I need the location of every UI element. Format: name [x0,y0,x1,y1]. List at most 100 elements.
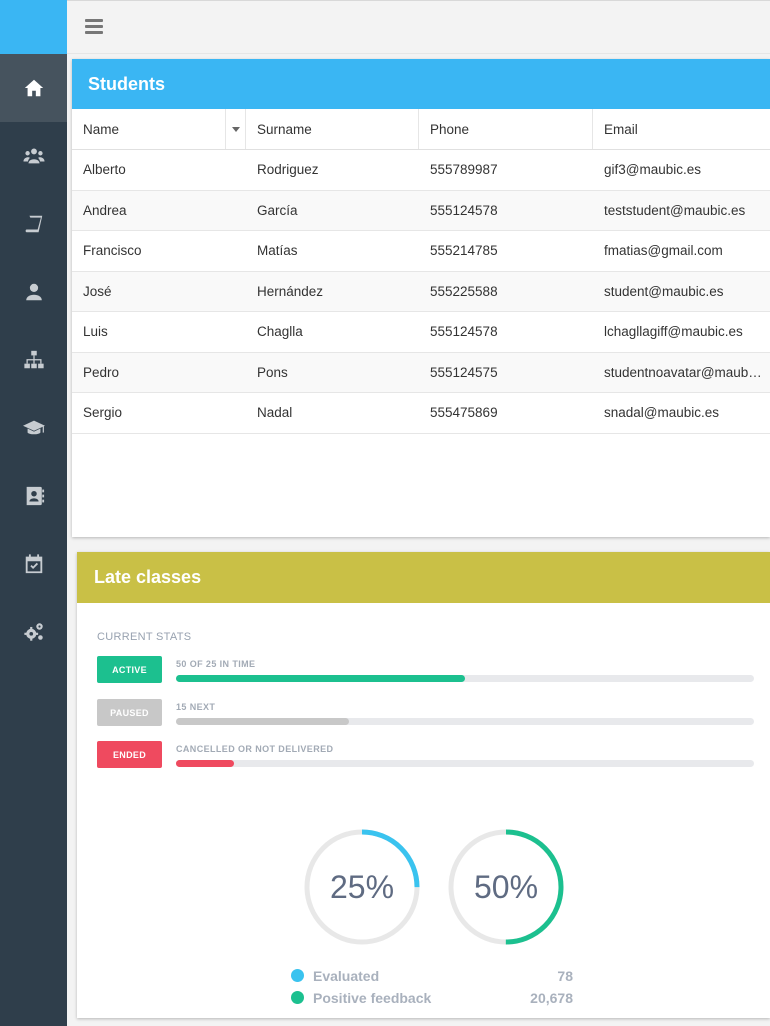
legend-value: 20,678 [530,990,573,1006]
cell-email: gif3@maubic.es [604,162,701,177]
sidebar [0,0,67,1026]
sidebar-item-profile[interactable] [0,258,67,326]
students-panel: Students Name Surname Phone Email Albert… [72,59,770,537]
legend-label: Positive feedback [313,990,432,1006]
donut-evaluated: 25% [303,828,421,946]
menu-toggle-icon[interactable] [85,19,103,35]
column-header-surname[interactable]: Surname [246,109,419,149]
cell-surname: García [257,202,298,218]
donut-positive-chart [448,829,564,945]
calendar-check-icon [25,554,42,574]
table-row[interactable]: Luis Chaglla 555124578 lchagllagiff@maubic.… [72,312,770,353]
sidebar-item-graduation[interactable] [0,394,67,462]
cell-surname: Hernández [257,283,324,299]
progress-bar-active [176,675,754,682]
graduation-cap-icon [22,420,45,435]
donut-evaluated-label: 25% [329,868,395,905]
column-header-label: Name [83,121,120,137]
column-header-label: Email [604,121,638,137]
cell-name: Francisco [83,243,142,259]
stat-row-paused: PAUSED 15 NEXT [97,699,754,727]
home-icon [24,79,43,97]
students-panel-title: Students [88,73,166,94]
cell-name: Sergio [83,405,123,421]
cell-email: student@maubic.es [604,283,724,299]
cell-phone: 555789987 [430,162,498,178]
status-badge-active[interactable]: ACTIVE [97,656,162,683]
cell-name: Luis [83,324,108,340]
sidebar-item-schedule[interactable] [0,530,67,598]
progress-fill-active [176,675,465,682]
table-row[interactable]: José Hernández 555225588 student@maubic.es [72,271,770,312]
stat-text-active: 50 OF 25 IN TIME [176,659,256,669]
legend-label: Evaluated [313,968,380,984]
cell-surname: Pons [257,364,288,380]
legend-dot-icon [291,991,304,1004]
cell-surname: Nadal [257,405,293,421]
late-classes-panel: Late classes CURRENT STATS ACTIVE 50 OF … [77,552,770,1018]
status-badge-paused[interactable]: PAUSED [97,699,162,726]
progress-fill-paused [176,718,350,725]
progress-bar-ended [176,760,754,767]
sidebar-item-contacts[interactable] [0,462,67,530]
sort-dropdown-icon[interactable] [225,109,245,149]
book-icon [25,215,42,233]
students-table-header: Name Surname Phone Email [72,109,770,150]
late-classes-title: Late classes [94,567,202,587]
cell-phone: 555124578 [430,202,498,218]
progress-fill-ended [176,760,234,767]
students-table: Name Surname Phone Email Alberto Rodrigue… [72,109,770,434]
stat-text-ended: CANCELLED OR NOT DELIVERED [176,744,334,754]
table-row[interactable]: Sergio Nadal 555475869 snadal@maubic.es [72,393,770,434]
column-header-email[interactable]: Email [593,109,770,149]
sidebar-brand-area [0,0,67,54]
sidebar-item-home[interactable] [0,54,67,122]
column-header-phone[interactable]: Phone [419,109,593,149]
column-header-label: Phone [430,121,470,137]
table-row[interactable]: Francisco Matías 555214785 fmatias@gmail.co… [72,231,770,272]
cell-phone: 555225588 [430,283,498,299]
table-row[interactable]: Alberto Rodriguez 555789987 gif3@maubic.es [72,150,770,191]
user-icon [25,283,42,301]
sidebar-item-structure[interactable] [0,326,67,394]
stat-row-active: ACTIVE 50 OF 25 IN TIME [97,656,754,684]
legend-value: 78 [557,968,573,984]
cell-name: José [83,283,112,299]
progress-bar-paused [176,718,754,725]
cell-email: snadal@maubic.es [604,405,720,420]
sidebar-item-settings[interactable] [0,598,67,666]
cell-phone: 555475869 [430,405,498,421]
donut-positive: 50% [447,828,565,946]
cell-phone: 555124575 [430,364,498,380]
sitemap-icon [23,350,44,369]
cogs-icon [23,623,43,641]
table-row[interactable]: Pedro Pons 555124575 studentnoavatar@maubic… [72,352,770,393]
users-icon [22,148,45,164]
top-bar [67,0,770,54]
current-stats-label: CURRENT STATS [97,631,192,643]
late-classes-header: Late classes [77,552,770,603]
cell-surname: Rodriguez [257,162,319,178]
cell-email: lchagllagiff@maubic.es [604,324,743,339]
students-panel-header: Students [72,59,770,109]
legend-item-evaluated: Evaluated 78 [289,967,573,987]
legend-dot-icon [291,969,304,982]
cell-phone: 555124578 [430,324,498,340]
cell-name: Andrea [83,202,127,218]
sidebar-item-groups[interactable] [0,122,67,190]
donut-positive-label: 50% [473,868,539,905]
donut-evaluated-chart [304,829,420,945]
column-header-name[interactable]: Name [72,109,246,149]
table-row[interactable]: Andrea García 555124578 teststudent@maubic.… [72,190,770,231]
students-table-body: Alberto Rodriguez 555789987 gif3@maubic.es … [72,150,770,434]
status-badge-ended[interactable]: ENDED [97,741,162,768]
cell-phone: 555214785 [430,243,498,259]
cell-email: fmatias@gmail.com [604,243,723,258]
sidebar-item-courses[interactable] [0,190,67,258]
address-book-icon [26,486,44,506]
cell-name: Pedro [83,364,120,380]
cell-surname: Matías [257,243,298,259]
cell-email: teststudent@maubic.es [604,202,746,218]
cell-email: studentnoavatar@maubic.es [604,364,770,380]
